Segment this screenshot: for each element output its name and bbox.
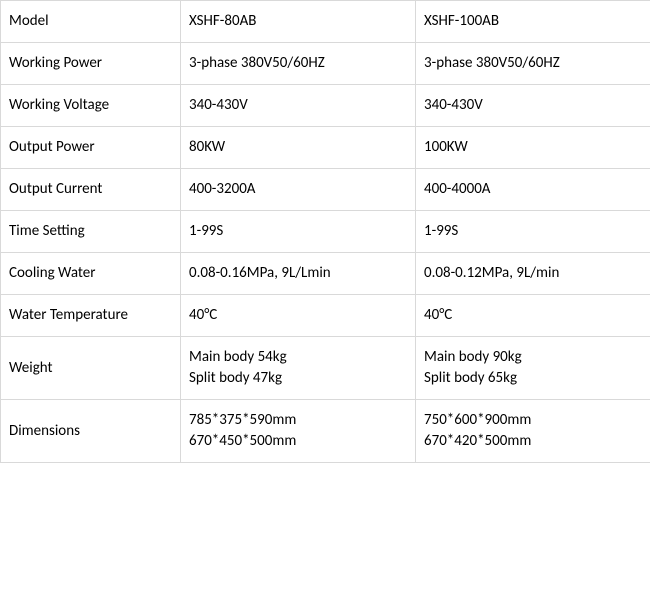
cell-value: 785*375*590mm 670*450*500mm	[181, 400, 416, 463]
table-row: Output Current 400-3200A 400-4000A	[1, 169, 650, 211]
cell-label: Output Current	[1, 169, 181, 211]
cell-value: 100KW	[416, 127, 650, 169]
table-row: Time Setting 1-99S 1-99S	[1, 211, 650, 253]
cell-value: 40°C	[181, 295, 416, 337]
cell-label: Working Voltage	[1, 85, 181, 127]
table-row: Weight Main body 54kg Split body 47kg Ma…	[1, 337, 650, 400]
cell-value: 3-phase 380V50/60HZ	[416, 43, 650, 85]
cell-value: 0.08-0.16MPa, 9L/Lmin	[181, 253, 416, 295]
table-row: Water Temperature 40°C 40°C	[1, 295, 650, 337]
table-row: Dimensions 785*375*590mm 670*450*500mm 7…	[1, 400, 650, 463]
cell-value: 400-3200A	[181, 169, 416, 211]
cell-label: Cooling Water	[1, 253, 181, 295]
table-row: Cooling Water 0.08-0.16MPa, 9L/Lmin 0.08…	[1, 253, 650, 295]
cell-value: 750*600*900mm 670*420*500mm	[416, 400, 650, 463]
cell-value: 1-99S	[416, 211, 650, 253]
cell-value: 0.08-0.12MPa, 9L/min	[416, 253, 650, 295]
cell-value: Main body 90kg Split body 65kg	[416, 337, 650, 400]
table-row: Model XSHF-80AB XSHF-100AB	[1, 1, 650, 43]
cell-value: 3-phase 380V50/60HZ	[181, 43, 416, 85]
cell-label: Output Power	[1, 127, 181, 169]
cell-value: 80KW	[181, 127, 416, 169]
cell-label: Model	[1, 1, 181, 43]
cell-label: Weight	[1, 337, 181, 400]
cell-label: Water Temperature	[1, 295, 181, 337]
cell-value: 1-99S	[181, 211, 416, 253]
cell-value: XSHF-80AB	[181, 1, 416, 43]
cell-label: Dimensions	[1, 400, 181, 463]
spec-table: Model XSHF-80AB XSHF-100AB Working Power…	[0, 0, 650, 463]
cell-value: 340-430V	[181, 85, 416, 127]
table-row: Output Power 80KW 100KW	[1, 127, 650, 169]
table-row: Working Voltage 340-430V 340-430V	[1, 85, 650, 127]
cell-value: 340-430V	[416, 85, 650, 127]
cell-label: Working Power	[1, 43, 181, 85]
cell-value: 40°C	[416, 295, 650, 337]
table-row: Working Power 3-phase 380V50/60HZ 3-phas…	[1, 43, 650, 85]
cell-label: Time Setting	[1, 211, 181, 253]
cell-value: Main body 54kg Split body 47kg	[181, 337, 416, 400]
cell-value: 400-4000A	[416, 169, 650, 211]
cell-value: XSHF-100AB	[416, 1, 650, 43]
